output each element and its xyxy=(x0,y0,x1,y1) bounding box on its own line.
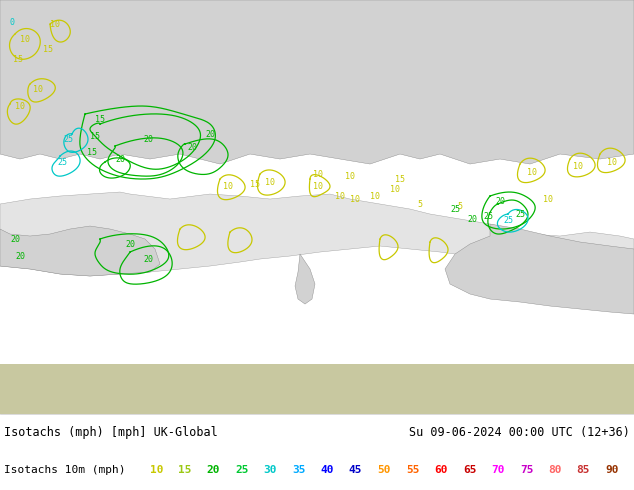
Text: 35: 35 xyxy=(292,465,306,475)
Text: 10: 10 xyxy=(607,157,617,167)
Text: 10: 10 xyxy=(15,101,25,111)
Polygon shape xyxy=(0,0,634,164)
Polygon shape xyxy=(0,226,160,276)
Text: 20: 20 xyxy=(205,129,215,139)
Text: 10: 10 xyxy=(313,181,323,191)
Text: 25: 25 xyxy=(235,465,249,475)
Text: 20: 20 xyxy=(125,240,135,248)
Text: 15: 15 xyxy=(395,174,405,184)
Text: 0: 0 xyxy=(10,18,15,26)
Text: 15: 15 xyxy=(90,131,100,141)
Text: 20: 20 xyxy=(143,135,153,144)
Text: 25: 25 xyxy=(57,157,67,167)
Text: 10: 10 xyxy=(543,195,553,203)
Text: 10: 10 xyxy=(335,192,345,200)
Text: 80: 80 xyxy=(548,465,562,475)
Text: 15: 15 xyxy=(178,465,191,475)
Text: 20: 20 xyxy=(15,251,25,261)
Text: Isotachs (mph) [mph] UK-Global: Isotachs (mph) [mph] UK-Global xyxy=(4,425,217,439)
Text: 20: 20 xyxy=(187,143,197,151)
Text: 15: 15 xyxy=(250,179,260,189)
Text: 40: 40 xyxy=(320,465,334,475)
Text: 5: 5 xyxy=(418,199,422,209)
Text: 25: 25 xyxy=(63,135,73,144)
Text: 20: 20 xyxy=(495,196,505,205)
Polygon shape xyxy=(445,224,634,314)
Text: 20: 20 xyxy=(467,215,477,223)
Text: 10: 10 xyxy=(345,172,355,180)
Text: 65: 65 xyxy=(463,465,476,475)
Text: 45: 45 xyxy=(349,465,363,475)
Text: Isotachs 10m (mph): Isotachs 10m (mph) xyxy=(4,465,126,475)
Text: 15: 15 xyxy=(95,115,105,123)
Text: 50: 50 xyxy=(377,465,391,475)
Text: 60: 60 xyxy=(434,465,448,475)
Text: 85: 85 xyxy=(577,465,590,475)
Bar xyxy=(0,364,634,414)
Text: 10: 10 xyxy=(50,20,60,28)
Text: 10: 10 xyxy=(150,465,163,475)
Polygon shape xyxy=(295,254,315,304)
Text: 70: 70 xyxy=(491,465,505,475)
Text: 20: 20 xyxy=(143,254,153,264)
Text: 10: 10 xyxy=(313,170,323,178)
Text: 25: 25 xyxy=(483,212,493,220)
Text: 55: 55 xyxy=(406,465,419,475)
Polygon shape xyxy=(0,192,634,276)
Text: 75: 75 xyxy=(520,465,533,475)
Text: 10: 10 xyxy=(370,192,380,200)
Text: 30: 30 xyxy=(264,465,277,475)
Text: 10: 10 xyxy=(350,195,360,203)
Text: 20: 20 xyxy=(115,154,125,164)
Text: 25: 25 xyxy=(450,204,460,214)
Text: 15: 15 xyxy=(87,147,97,156)
Text: 20: 20 xyxy=(10,235,20,244)
Text: 90: 90 xyxy=(605,465,619,475)
Text: 10: 10 xyxy=(33,85,43,94)
Text: 10: 10 xyxy=(20,34,30,44)
Text: 10: 10 xyxy=(390,185,400,194)
Text: 10: 10 xyxy=(223,181,233,191)
Text: 25: 25 xyxy=(515,210,525,219)
Text: 10: 10 xyxy=(265,177,275,187)
Text: 25: 25 xyxy=(503,216,513,224)
Text: 10: 10 xyxy=(573,162,583,171)
Text: 10: 10 xyxy=(527,168,537,176)
Text: 15: 15 xyxy=(13,54,23,64)
Text: 20: 20 xyxy=(207,465,220,475)
Text: 15: 15 xyxy=(43,45,53,53)
Text: 5: 5 xyxy=(458,201,462,211)
Text: Su 09-06-2024 00:00 UTC (12+36): Su 09-06-2024 00:00 UTC (12+36) xyxy=(409,425,630,439)
